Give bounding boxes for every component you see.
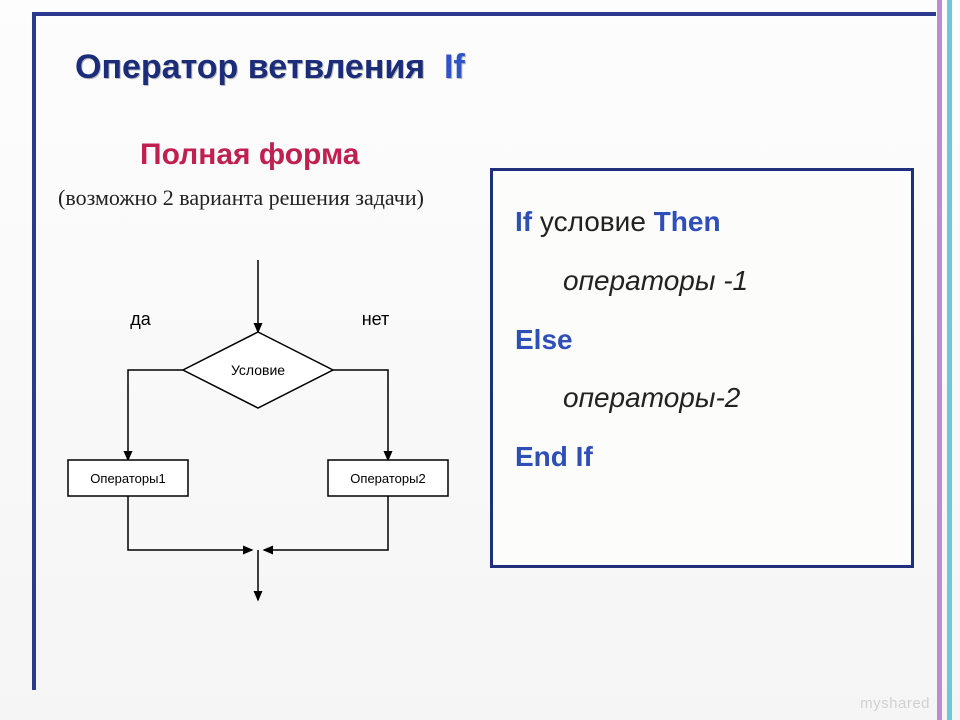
kw-if: If: [515, 206, 532, 237]
note: (возможно 2 варианта решения задачи): [58, 185, 424, 211]
kw-endif: End If: [515, 441, 593, 472]
svg-text:Операторы1: Операторы1: [90, 471, 165, 486]
svg-text:Операторы2: Операторы2: [350, 471, 425, 486]
title-main: Оператор ветвления: [75, 48, 425, 86]
subtitle: Полная форма: [140, 138, 359, 172]
page-title: Оператор ветвления If: [75, 48, 465, 87]
kw-then: Then: [654, 206, 721, 237]
code-line-4: операторы-2: [515, 369, 889, 428]
svg-text:нет: нет: [362, 309, 390, 329]
code-cond: условие: [532, 206, 654, 237]
code-line-3: Else: [515, 311, 889, 370]
code-box: If условие Then операторы -1 Else операт…: [490, 168, 914, 568]
frame-top: [32, 12, 936, 16]
frame-left: [32, 12, 36, 690]
code-line-2: операторы -1: [515, 252, 889, 311]
accent-stripes: [938, 0, 952, 720]
svg-text:да: да: [130, 309, 152, 329]
flowchart: Условие да нет Операторы1 Операторы2: [58, 230, 458, 630]
svg-text:Условие: Условие: [231, 362, 285, 378]
title-keyword: If: [444, 48, 465, 86]
kw-else: Else: [515, 324, 573, 355]
code-line-1: If условие Then: [515, 193, 889, 252]
watermark: myshared: [860, 695, 930, 712]
code-line-5: End If: [515, 428, 889, 487]
